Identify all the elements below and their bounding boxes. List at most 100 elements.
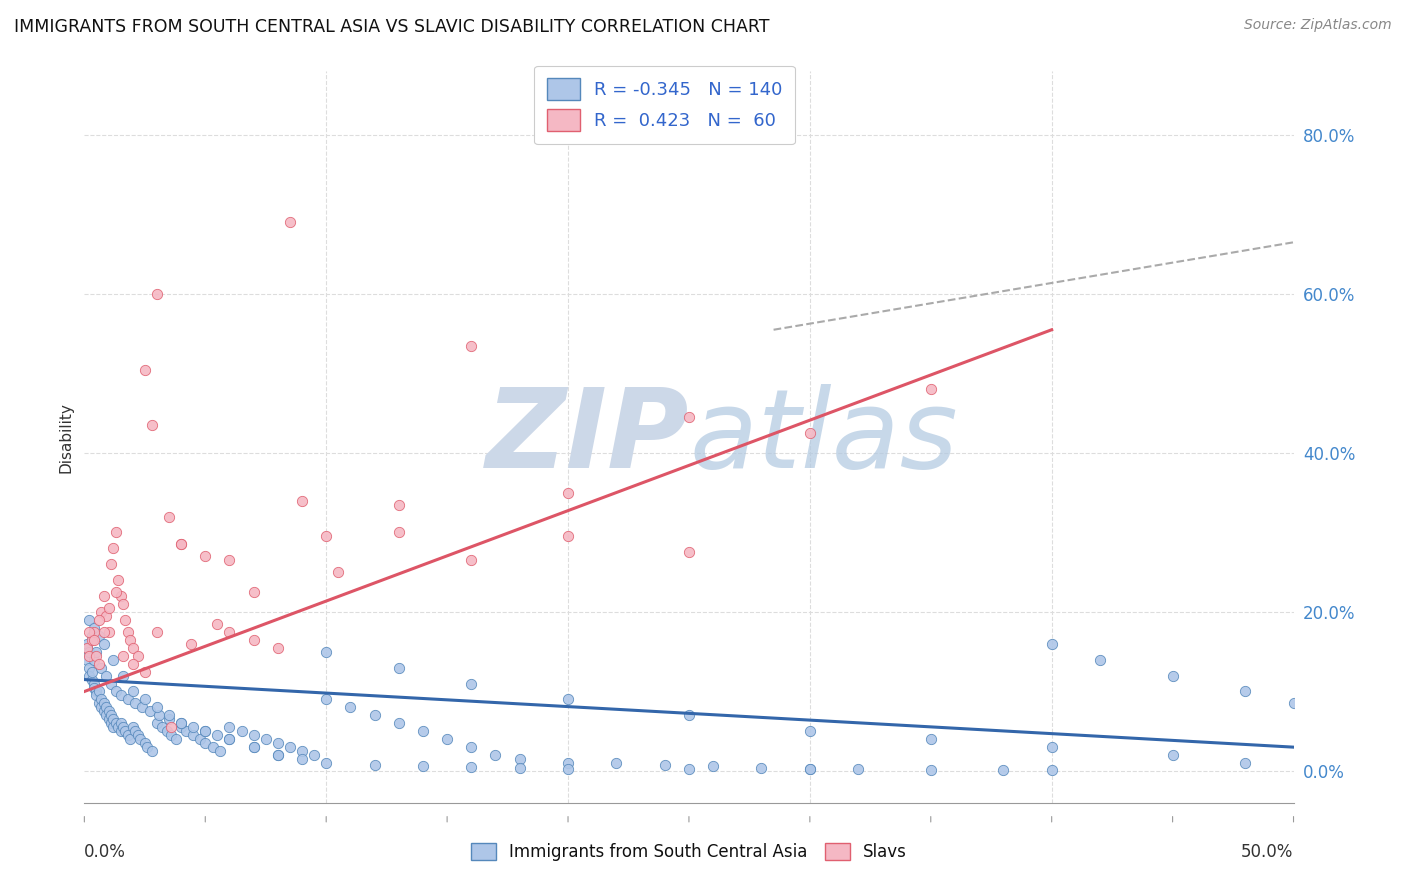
Point xyxy=(231,724,253,739)
Point xyxy=(77,648,100,663)
Point xyxy=(181,720,204,734)
Point xyxy=(141,744,163,758)
Point xyxy=(117,692,139,706)
Point xyxy=(218,624,240,639)
Point xyxy=(363,757,385,772)
Text: atlas: atlas xyxy=(689,384,957,491)
Point xyxy=(77,624,100,639)
Text: 50.0%: 50.0% xyxy=(1241,843,1294,861)
Point xyxy=(110,689,132,703)
Point xyxy=(194,736,217,750)
Point xyxy=(90,660,112,674)
Point xyxy=(799,724,821,739)
Point xyxy=(388,716,411,731)
Point xyxy=(678,410,700,425)
Point xyxy=(117,624,139,639)
Legend: Immigrants from South Central Asia, Slavs: Immigrants from South Central Asia, Slav… xyxy=(464,836,914,868)
Point xyxy=(157,708,180,723)
Point xyxy=(207,728,229,742)
Point xyxy=(76,653,98,667)
Point xyxy=(1234,756,1257,770)
Point xyxy=(93,589,115,603)
Point xyxy=(174,724,197,739)
Point xyxy=(194,549,217,564)
Point xyxy=(170,537,193,551)
Point xyxy=(77,668,100,682)
Point xyxy=(87,613,110,627)
Point xyxy=(388,660,411,674)
Point xyxy=(218,732,240,747)
Point xyxy=(80,673,103,687)
Point xyxy=(121,720,143,734)
Point xyxy=(104,684,127,698)
Point xyxy=(83,632,105,647)
Point xyxy=(993,763,1015,777)
Point xyxy=(339,700,361,714)
Point xyxy=(94,668,117,682)
Point xyxy=(93,697,115,711)
Point xyxy=(80,632,103,647)
Point xyxy=(80,665,103,679)
Point xyxy=(605,756,627,770)
Point xyxy=(242,632,264,647)
Point xyxy=(100,716,122,731)
Point xyxy=(141,418,163,433)
Point xyxy=(1040,637,1063,651)
Point xyxy=(557,692,579,706)
Point xyxy=(165,732,187,747)
Point xyxy=(93,624,115,639)
Point xyxy=(920,383,942,397)
Point xyxy=(112,597,135,611)
Point xyxy=(412,724,434,739)
Point xyxy=(97,712,120,726)
Point xyxy=(110,589,132,603)
Point xyxy=(120,632,142,647)
Point xyxy=(94,700,117,714)
Point xyxy=(1161,748,1184,763)
Point xyxy=(678,545,700,559)
Point xyxy=(460,760,482,774)
Point xyxy=(1234,684,1257,698)
Point xyxy=(134,692,156,706)
Point xyxy=(920,763,942,777)
Point xyxy=(315,692,337,706)
Point xyxy=(654,757,676,772)
Point xyxy=(509,761,531,775)
Point xyxy=(114,613,136,627)
Point xyxy=(76,640,98,655)
Point xyxy=(315,756,337,770)
Point xyxy=(124,697,146,711)
Point xyxy=(254,732,277,747)
Point xyxy=(302,748,325,763)
Point xyxy=(110,716,132,731)
Point xyxy=(86,684,108,698)
Point xyxy=(267,748,290,763)
Point xyxy=(104,585,127,599)
Point xyxy=(242,585,264,599)
Point xyxy=(1161,668,1184,682)
Point xyxy=(920,732,942,747)
Point xyxy=(170,720,193,734)
Point xyxy=(86,648,108,663)
Point xyxy=(121,657,143,671)
Point xyxy=(90,700,112,714)
Point xyxy=(93,637,115,651)
Point xyxy=(291,752,314,766)
Point xyxy=(291,493,314,508)
Point xyxy=(388,525,411,540)
Point xyxy=(194,724,217,739)
Point xyxy=(87,629,110,643)
Point xyxy=(90,605,112,619)
Text: IMMIGRANTS FROM SOUTH CENTRAL ASIA VS SLAVIC DISABILITY CORRELATION CHART: IMMIGRANTS FROM SOUTH CENTRAL ASIA VS SL… xyxy=(14,18,769,36)
Point xyxy=(557,485,579,500)
Point xyxy=(134,362,156,376)
Text: ZIP: ZIP xyxy=(485,384,689,491)
Point xyxy=(136,740,159,755)
Point xyxy=(799,763,821,777)
Point xyxy=(97,601,120,615)
Point xyxy=(207,616,229,631)
Point xyxy=(134,736,156,750)
Point xyxy=(107,573,129,587)
Point xyxy=(155,724,177,739)
Point xyxy=(484,748,506,763)
